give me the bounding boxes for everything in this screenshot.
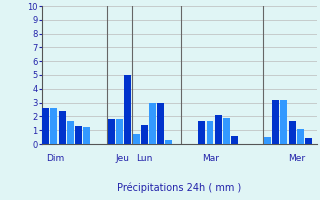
Bar — [83, 127, 90, 144]
Text: Mer: Mer — [288, 154, 305, 163]
Bar — [42, 108, 49, 144]
Text: Dim: Dim — [46, 154, 64, 163]
Bar — [116, 119, 123, 144]
Bar — [75, 126, 82, 144]
Bar — [215, 115, 222, 144]
Bar — [124, 75, 131, 144]
Bar — [108, 119, 115, 144]
Bar — [305, 138, 312, 144]
Text: Lun: Lun — [136, 154, 152, 163]
Bar — [59, 111, 66, 144]
Bar — [231, 136, 238, 144]
Bar — [264, 137, 271, 144]
Bar — [280, 100, 287, 144]
Text: Jeu: Jeu — [116, 154, 130, 163]
Bar — [198, 121, 205, 144]
Bar — [223, 118, 230, 144]
Bar — [297, 129, 304, 144]
Bar — [51, 108, 57, 144]
Bar — [157, 103, 164, 144]
Bar — [149, 103, 156, 144]
Text: Précipitations 24h ( mm ): Précipitations 24h ( mm ) — [117, 183, 241, 193]
Bar — [206, 121, 213, 144]
Bar — [289, 121, 296, 144]
Text: Mar: Mar — [202, 154, 219, 163]
Bar — [141, 125, 148, 144]
Bar — [165, 140, 172, 144]
Bar — [132, 134, 140, 144]
Bar — [67, 121, 74, 144]
Bar — [272, 100, 279, 144]
